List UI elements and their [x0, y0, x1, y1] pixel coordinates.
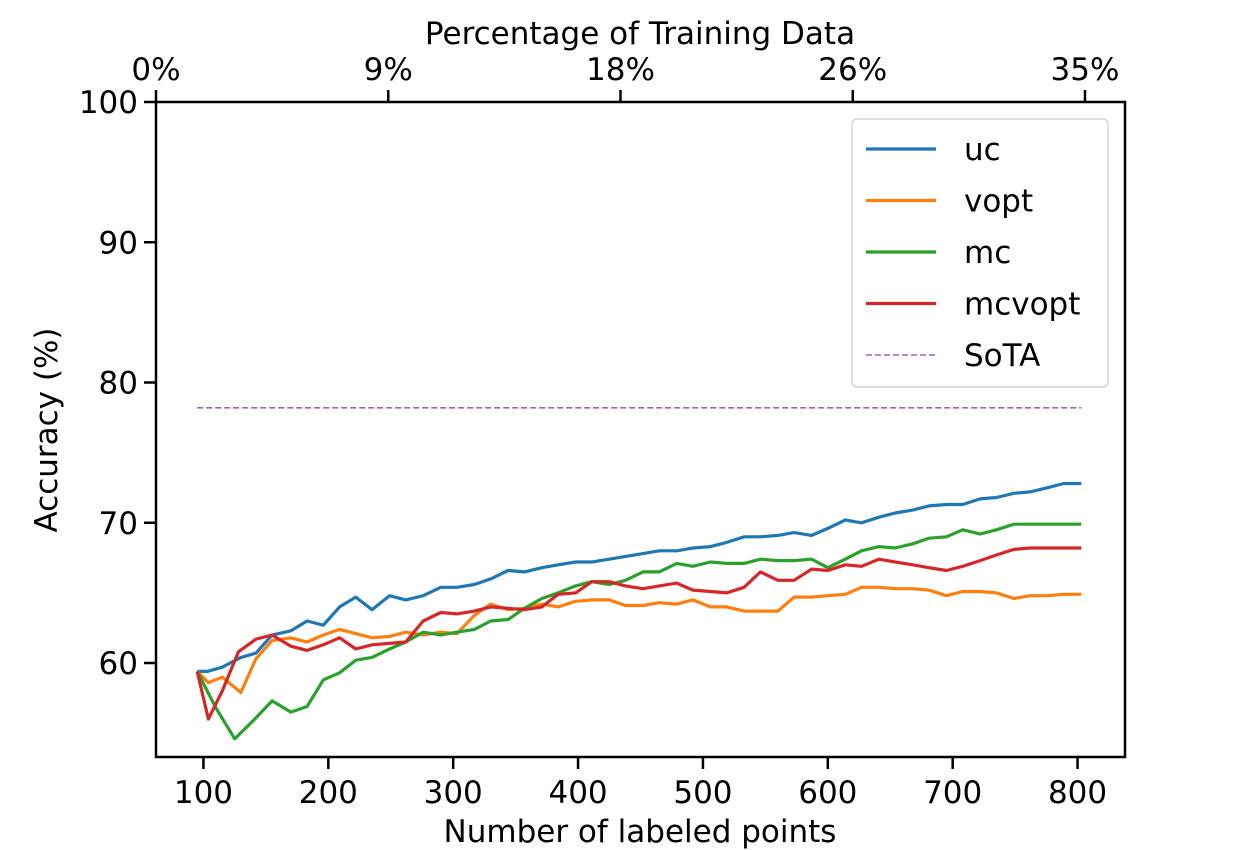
x-tick-label: 100	[174, 775, 233, 811]
y-tick-label: 80	[99, 366, 138, 402]
series-line-vopt	[196, 585, 1082, 695]
legend-label-mcvopt: mcvopt	[964, 287, 1080, 323]
legend-label-vopt: vopt	[964, 184, 1033, 220]
y-tick-label: 70	[99, 506, 138, 542]
series-line-mc	[195, 522, 1082, 741]
x-tick-label: 600	[798, 775, 857, 811]
y-tick-label: 100	[79, 85, 138, 121]
x-tick-label: 700	[923, 775, 982, 811]
x-tick-label: 500	[673, 775, 732, 811]
x-tick-label: 200	[299, 775, 358, 811]
legend-label-mc: mc	[964, 235, 1011, 271]
x-tick-label: 400	[548, 775, 607, 811]
x-tick-label: 300	[424, 775, 483, 811]
x-tick-label: 800	[1048, 775, 1107, 811]
legend-label-uc: uc	[964, 132, 1001, 168]
series-lines	[195, 406, 1082, 741]
y-tick-label: 90	[99, 225, 138, 261]
top-tick-label: 0%	[131, 52, 180, 88]
top-tick-label: 26%	[818, 52, 887, 88]
legend: uc vopt mc mcvopt SoTA	[851, 118, 1109, 388]
y-tick-label: 60	[99, 646, 138, 682]
top-tick-label: 35%	[1051, 52, 1120, 88]
x-axis-title: Number of labeled points	[444, 814, 837, 850]
top-axis-title: Percentage of Training Data	[425, 16, 855, 52]
y-axis-title: Accuracy (%)	[29, 327, 65, 532]
legend-label-sota: SoTA	[964, 338, 1040, 374]
legend-box	[851, 118, 1109, 388]
x-axis-ticks: 100 200 300 400 500 600 700 800	[174, 757, 1107, 811]
plot-frame	[154, 100, 1127, 759]
y-axis-ticks: 60 70 80 90 100	[79, 85, 156, 682]
series-line-uc	[197, 481, 1082, 674]
top-tick-label: 18%	[586, 52, 655, 88]
top-axis-ticks: 0% 9% 18% 26% 35%	[131, 52, 1119, 102]
top-tick-label: 9%	[364, 52, 413, 88]
series-line-mcvopt	[195, 546, 1082, 721]
